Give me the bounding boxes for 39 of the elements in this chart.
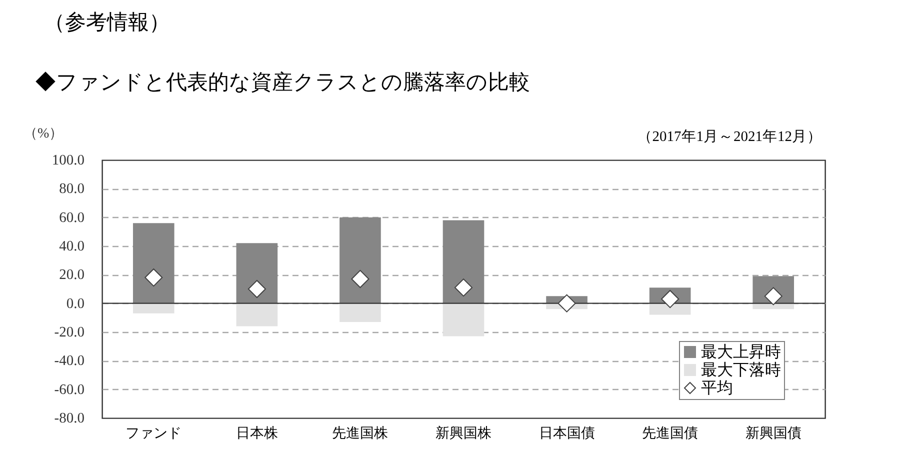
chart-title: ◆ファンドと代表的な資産クラスとの騰落率の比較 xyxy=(35,70,530,94)
bar xyxy=(340,303,381,322)
bar xyxy=(340,217,381,304)
y-tick-label: 100.0 xyxy=(52,152,84,168)
point xyxy=(558,294,576,312)
x-tick-label: 新興国株 xyxy=(436,426,492,442)
bar xyxy=(132,303,174,314)
legend-label: 最大上昇時 xyxy=(701,343,781,361)
bar xyxy=(236,303,278,326)
point xyxy=(248,280,266,298)
x-tick-label: 日本株 xyxy=(236,426,278,442)
x-tick-label: 日本国債 xyxy=(538,426,595,442)
point xyxy=(661,290,680,308)
x-tick-label: 先進国株 xyxy=(332,426,388,442)
y-tick-label: 80.0 xyxy=(59,181,84,198)
bar xyxy=(132,223,174,304)
text: （2017年1月～2021年12月） xyxy=(637,128,822,145)
y-tick-label: 40.0 xyxy=(59,238,84,254)
x-tick-label: 新興国債 xyxy=(745,426,802,442)
y-tick-label: -20.0 xyxy=(54,324,84,340)
y-axis-title: （%） xyxy=(24,126,64,142)
legend-label: 最大下落時 xyxy=(701,361,781,379)
point xyxy=(144,268,163,287)
x-tick-label: ファンド xyxy=(126,426,182,442)
y-tick-label: -60.0 xyxy=(54,382,84,398)
legend-label: 平均 xyxy=(701,380,733,397)
point xyxy=(351,270,370,288)
y-tick-label: 0.0 xyxy=(66,296,84,312)
y-tick-label: 60.0 xyxy=(59,210,84,226)
point xyxy=(454,278,473,297)
y-tick-label: -40.0 xyxy=(54,353,84,370)
bar xyxy=(442,220,484,304)
y-tick-label: -80.0 xyxy=(54,410,84,426)
y-tick-label: 20.0 xyxy=(59,267,84,284)
x-tick-label: 先進国債 xyxy=(642,426,698,442)
bar xyxy=(236,243,278,304)
text: （参考情報） xyxy=(44,10,170,34)
bar xyxy=(649,303,691,315)
bar xyxy=(442,303,484,336)
